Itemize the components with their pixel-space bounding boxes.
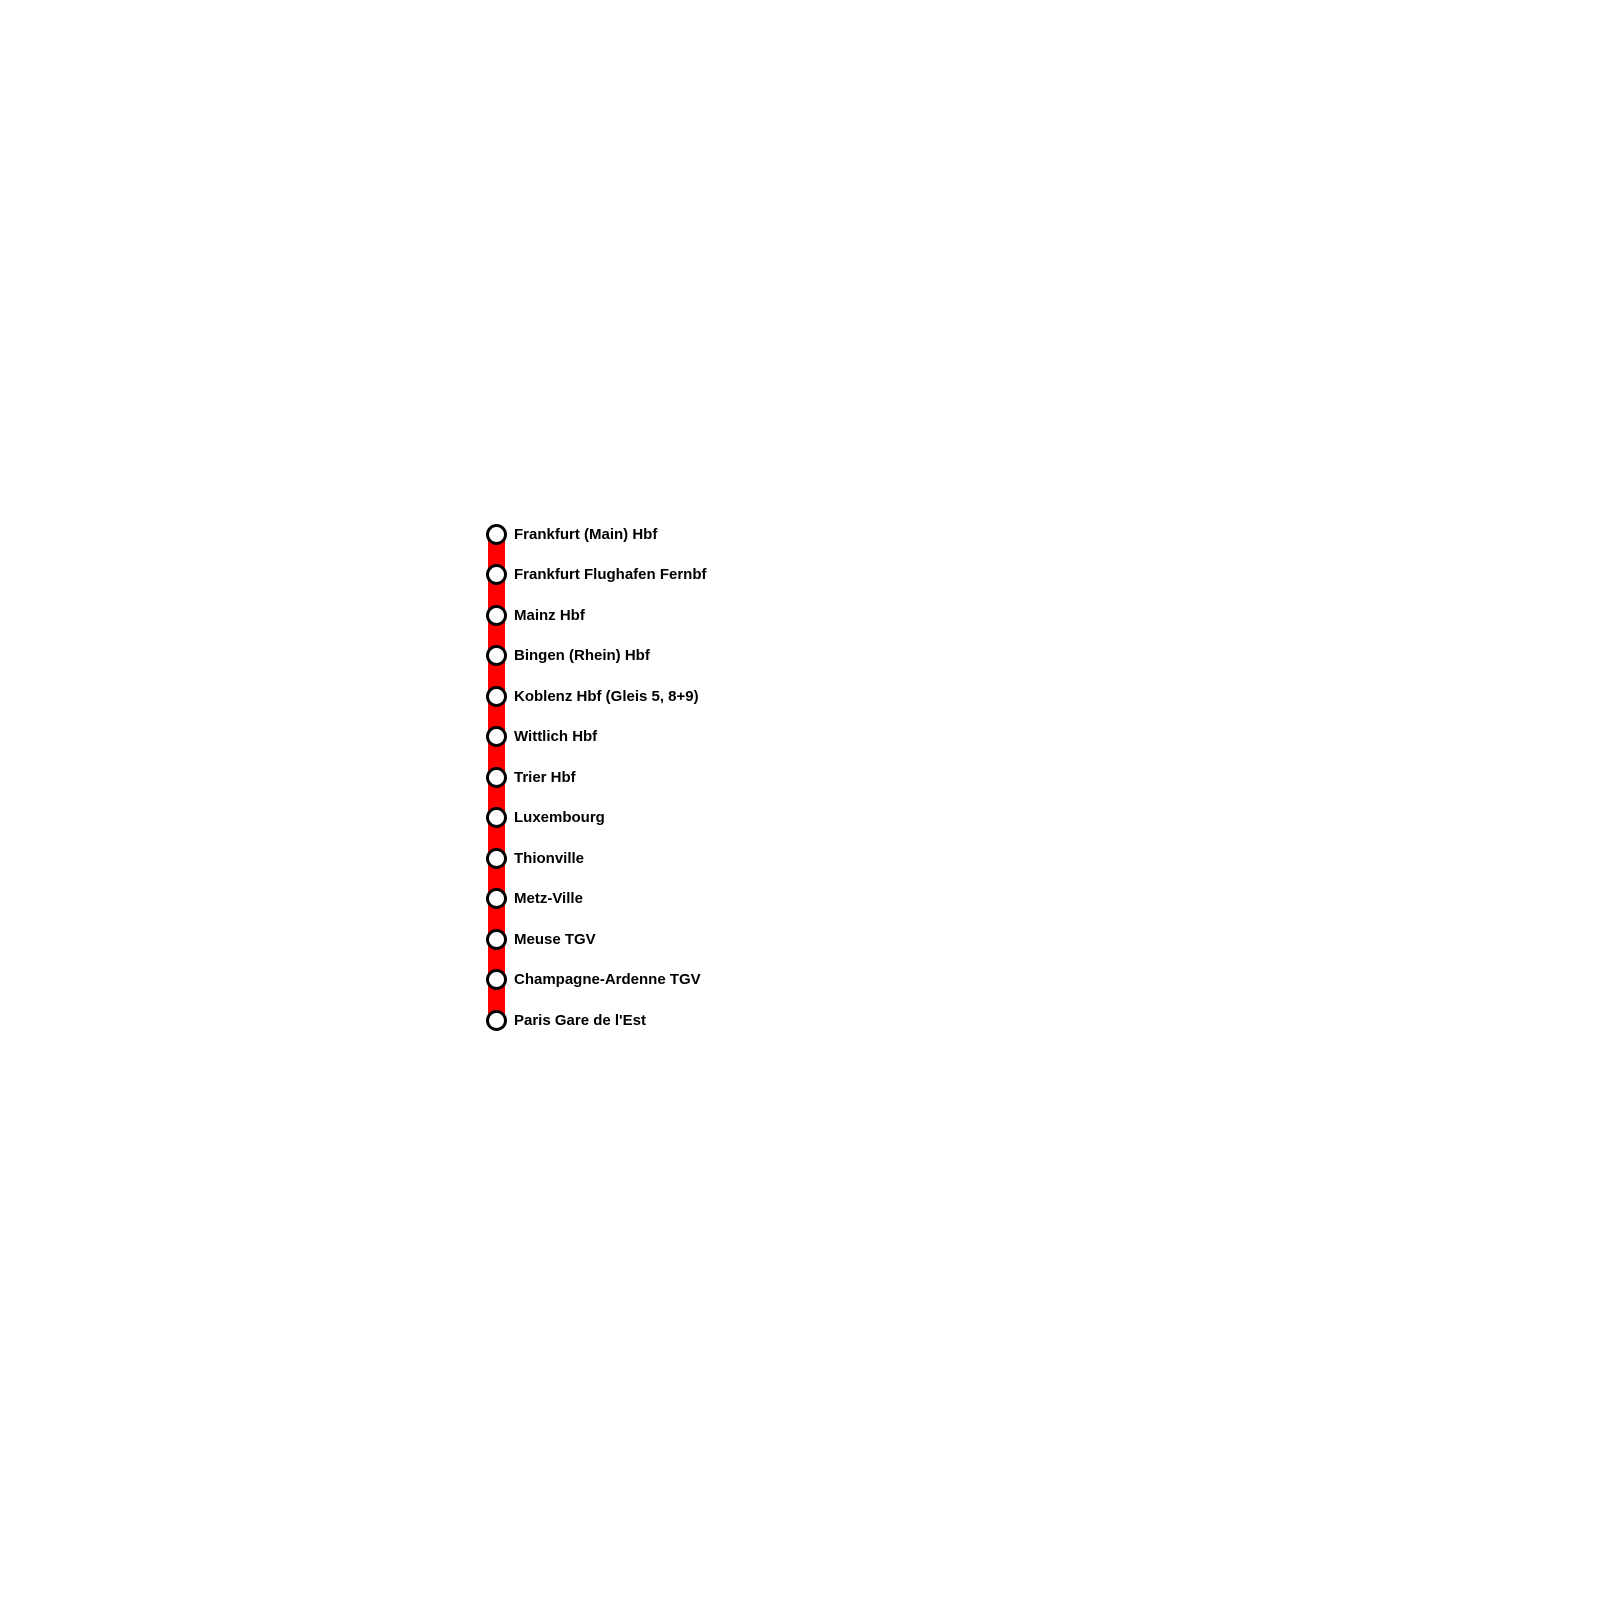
station-label: Bingen (Rhein) Hbf	[514, 647, 650, 664]
station-marker-icon	[486, 928, 507, 950]
station-label: Champagne-Ardenne TGV	[514, 971, 701, 988]
station-label: Frankfurt (Main) Hbf	[514, 525, 658, 543]
station-label: Meuse TGV	[514, 930, 596, 948]
station-label: Thionville	[514, 849, 585, 867]
station-row: Luxembourg	[486, 807, 605, 829]
station-label: Mainz Hbf	[514, 606, 585, 624]
station-label: Koblenz Hbf (Gleis 5, 8+9)	[514, 687, 699, 705]
station-marker-icon	[486, 847, 507, 869]
station-marker-icon	[486, 888, 507, 909]
station-marker-icon	[486, 766, 507, 788]
station-row: Frankfurt (Main) Hbf	[486, 523, 657, 545]
station-marker-icon	[486, 1009, 507, 1031]
station-label: Frankfurt Flughafen Fernbf	[514, 566, 707, 583]
station-marker-icon	[486, 645, 507, 666]
station-row: Trier Hbf	[486, 766, 576, 788]
station-row: Frankfurt Flughafen Fernbf	[486, 564, 707, 586]
station-marker-icon	[486, 523, 507, 545]
station-marker-icon	[486, 807, 507, 828]
station-row: Paris Gare de l'Est	[486, 1009, 646, 1031]
station-marker-icon	[486, 685, 507, 707]
station-row: Meuse TGV	[486, 928, 596, 950]
station-label: Luxembourg	[514, 809, 605, 826]
station-row: Mainz Hbf	[486, 604, 585, 626]
station-row: Thionville	[486, 847, 584, 869]
station-row: Metz-Ville	[486, 888, 583, 910]
station-row: Bingen (Rhein) Hbf	[486, 645, 650, 667]
station-marker-icon	[486, 604, 507, 626]
station-label: Wittlich Hbf	[514, 728, 598, 745]
station-marker-icon	[486, 726, 507, 747]
station-row: Champagne-Ardenne TGV	[486, 969, 701, 991]
station-marker-icon	[486, 969, 507, 990]
station-label: Metz-Ville	[514, 890, 583, 907]
station-label: Trier Hbf	[514, 768, 576, 786]
station-label: Paris Gare de l'Est	[514, 1011, 646, 1029]
station-marker-icon	[486, 564, 507, 585]
station-row: Koblenz Hbf (Gleis 5, 8+9)	[486, 685, 699, 707]
station-row: Wittlich Hbf	[486, 726, 597, 748]
